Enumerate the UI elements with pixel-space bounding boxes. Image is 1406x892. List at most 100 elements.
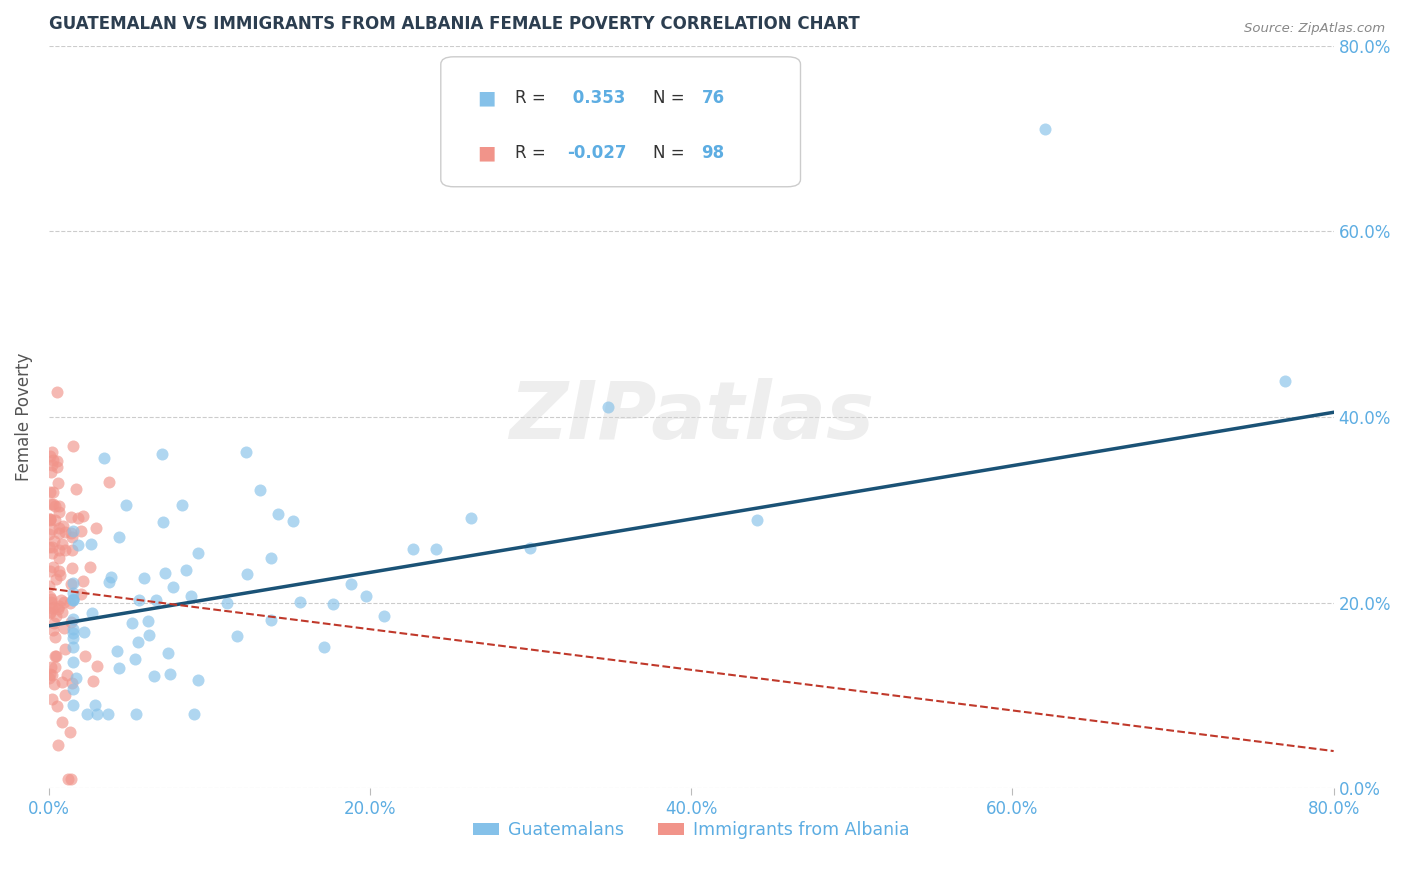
Point [100,570,122,584]
Point [48,550,70,565]
Point [53,621,76,635]
Text: N =: N = [652,145,689,162]
Point [39,465,62,479]
Point [46,699,69,714]
Point [42,677,65,691]
Point [73,625,96,640]
Point [128,592,150,607]
Text: 98: 98 [702,145,724,162]
Point [62,593,84,607]
Point [39,595,62,609]
Point [45,572,67,586]
Point [59,577,82,591]
Point [267,507,290,521]
Point [62,682,84,697]
Point [65,671,87,685]
Point [38,541,60,555]
Point [53,642,76,657]
Point [38,605,60,619]
Point [44,630,66,644]
Point [249,483,271,497]
Point [60,526,83,541]
Point [82,673,104,688]
Point [60,560,83,574]
Point [226,629,249,643]
Point [41,591,63,606]
Point [84,521,107,535]
Point [56,772,79,786]
Point [60,529,83,543]
Point [70,524,93,538]
Point [48,599,70,614]
Point [53,595,76,609]
Point [42,452,65,467]
Text: -0.027: -0.027 [567,145,626,162]
Point [152,516,174,530]
Point [41,601,63,615]
Point [156,646,179,660]
Point [39,511,62,525]
Point [217,596,239,610]
Y-axis label: Female Poverty: Female Poverty [15,352,32,481]
Point [59,615,82,630]
Legend: Guatemalans, Immigrants from Albania: Guatemalans, Immigrants from Albania [465,814,917,847]
Point [138,615,160,629]
Point [45,608,67,623]
Point [38,579,60,593]
Point [62,698,84,713]
Point [46,460,69,475]
Point [41,692,63,706]
Point [183,706,205,721]
FancyBboxPatch shape [441,57,800,186]
Point [41,444,63,458]
Point [1274,374,1296,388]
Point [41,667,63,681]
Point [48,526,70,541]
Point [260,550,283,565]
Point [314,640,336,655]
Point [98,475,121,489]
Point [60,675,83,690]
Point [39,497,62,511]
Point [127,635,149,649]
Point [48,568,70,582]
Point [46,602,69,616]
Point [108,530,131,544]
Point [41,546,63,560]
Point [62,524,84,539]
Point [62,626,84,640]
Point [41,523,63,537]
Text: Source: ZipAtlas.com: Source: ZipAtlas.com [1244,22,1385,36]
Point [76,706,98,721]
Point [172,499,194,513]
Point [46,454,69,468]
Point [402,541,425,556]
Point [48,564,70,578]
Point [53,688,76,702]
Point [51,674,73,689]
Text: R =: R = [516,88,551,107]
Point [62,438,84,452]
Point [288,595,311,609]
Point [1033,122,1056,136]
Point [72,574,94,588]
Point [38,667,60,681]
Point [235,444,257,458]
Point [59,596,82,610]
Point [67,511,90,525]
Point [121,616,143,631]
Point [236,567,259,582]
Point [59,725,82,739]
Point [48,505,70,519]
Point [79,560,101,574]
Point [97,706,120,721]
Point [44,500,66,514]
Point [39,590,62,604]
Point [142,669,165,683]
Point [45,648,67,663]
Point [73,648,96,663]
Point [51,537,73,551]
Point [48,521,70,535]
Point [80,606,103,620]
Point [354,589,377,603]
